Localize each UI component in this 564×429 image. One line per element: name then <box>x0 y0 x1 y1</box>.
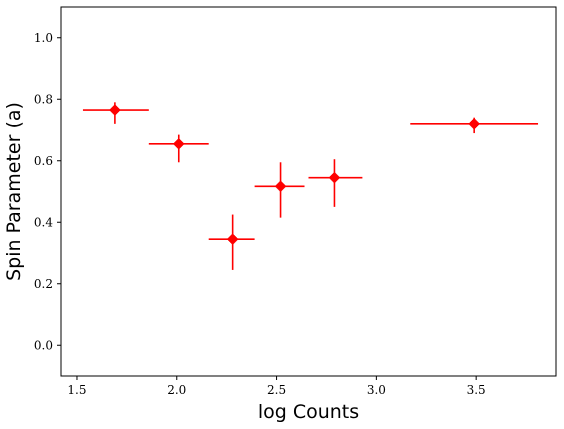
x-tick-label: 1.5 <box>67 383 86 397</box>
x-tick-label: 2.0 <box>167 383 186 397</box>
data-point-group <box>82 102 149 124</box>
data-point-marker <box>328 171 341 184</box>
y-tick-label: 0.6 <box>34 154 53 168</box>
y-tick-label: 1.0 <box>34 31 53 45</box>
y-axis-label: Spin Parameter (a) <box>3 102 25 281</box>
y-axis-ticks: 0.0 0.2 0.4 0.6 0.8 1.0 <box>34 31 61 352</box>
data-point-group <box>254 162 305 218</box>
x-axis-ticks: 1.5 2.0 2.5 3.0 3.5 <box>67 376 486 397</box>
y-tick-label: 0.0 <box>34 338 53 352</box>
data-point-marker <box>468 117 481 130</box>
x-axis-label: log Counts <box>258 401 359 423</box>
data-point-marker <box>109 104 121 116</box>
y-tick-label: 0.2 <box>34 277 53 291</box>
x-tick-label: 3.5 <box>467 383 486 397</box>
data-point-group <box>308 159 363 207</box>
y-tick-label: 0.8 <box>34 92 53 106</box>
data-point-marker <box>274 180 287 193</box>
x-tick-label: 3.0 <box>367 383 386 397</box>
data-point-group <box>410 117 539 134</box>
data-point-marker <box>172 137 185 150</box>
data-point-group <box>208 214 255 270</box>
data-point-marker <box>226 233 239 246</box>
plot-area-frame <box>60 6 557 377</box>
data-series <box>82 102 539 270</box>
x-tick-label: 2.5 <box>267 383 286 397</box>
data-point-group <box>148 134 209 163</box>
y-tick-label: 0.4 <box>34 215 53 229</box>
